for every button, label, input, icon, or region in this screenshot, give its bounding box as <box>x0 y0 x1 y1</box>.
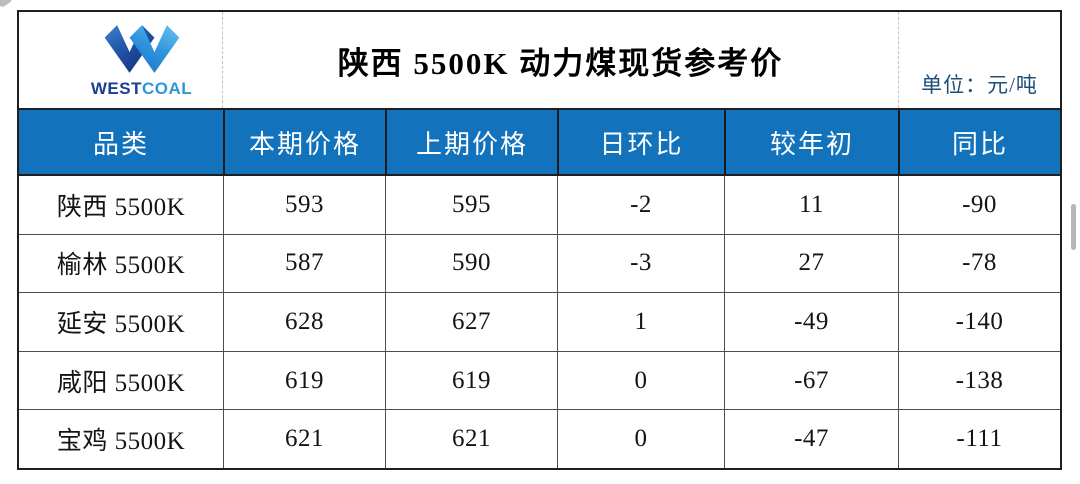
yoy-change-value: -90 <box>898 176 1060 234</box>
table-row: 陕西 5500K 593 595 -2 11 -90 <box>19 176 1060 234</box>
previous-price-value: 590 <box>385 234 557 293</box>
row-category: 陕西 5500K <box>56 193 186 221</box>
unit-label: 单位：元/吨 <box>921 73 1038 97</box>
ytd-change-value: -67 <box>724 351 898 410</box>
yoy-change-value: -78 <box>898 234 1060 293</box>
previous-price-value: 595 <box>385 176 557 234</box>
ytd-change-value: 27 <box>724 234 898 293</box>
column-header-previous-price: 上期价格 <box>385 110 557 174</box>
current-price-value: 587 <box>223 234 385 293</box>
yoy-change-value: -111 <box>898 410 1060 468</box>
scrollbar-thumb[interactable] <box>1071 204 1076 250</box>
previous-price-value: 627 <box>385 293 557 351</box>
previous-price-value: 619 <box>385 351 557 410</box>
brand-coal-text: COAL <box>141 79 193 98</box>
current-price-value: 619 <box>223 351 385 410</box>
column-header-current-price: 本期价格 <box>223 110 385 174</box>
row-category: 宝鸡 5500K <box>56 428 186 456</box>
column-header-ytd-change: 较年初 <box>724 110 898 174</box>
westcoal-logo: WESTCOAL <box>91 21 192 99</box>
brand-wordmark: WESTCOAL <box>91 79 192 99</box>
column-header-yoy-change: 同比 <box>898 110 1060 174</box>
logo-cell: WESTCOAL <box>19 12 223 108</box>
title-band: WESTCOAL 陕西 5500K 动力煤现货参考价 单位：元/吨 <box>19 12 1060 108</box>
table-row: 咸阳 5500K 619 619 0 -67 -138 <box>19 350 1060 410</box>
current-price-value: 621 <box>223 410 385 468</box>
title-cell: 陕西 5500K 动力煤现货参考价 <box>223 12 898 108</box>
dod-change-value: 0 <box>557 351 724 410</box>
dod-change-value: 1 <box>557 293 724 351</box>
table-row: 榆林 5500K 587 590 -3 27 -78 <box>19 233 1060 293</box>
table-header-row: 品类 本期价格 上期价格 日环比 较年初 同比 <box>19 108 1060 176</box>
westcoal-w-icon <box>104 25 179 73</box>
dod-change-value: -2 <box>557 176 724 234</box>
table-row: 延安 5500K 628 627 1 -49 -140 <box>19 292 1060 351</box>
row-category: 延安 5500K <box>56 310 186 338</box>
row-category: 咸阳 5500K <box>56 369 186 397</box>
column-header-dod-change: 日环比 <box>557 110 724 174</box>
current-price-value: 628 <box>223 293 385 351</box>
ui-corner-fragment <box>0 0 14 9</box>
current-price-value: 593 <box>223 176 385 234</box>
ytd-change-value: -47 <box>724 410 898 468</box>
coal-price-table: WESTCOAL 陕西 5500K 动力煤现货参考价 单位：元/吨 品类 本期价… <box>17 10 1062 470</box>
dod-change-value: -3 <box>557 234 724 293</box>
table-body: 陕西 5500K 593 595 -2 11 -90 榆林 5500K 587 … <box>19 176 1060 468</box>
brand-west-text: WEST <box>90 79 142 98</box>
yoy-change-value: -138 <box>898 351 1060 410</box>
ytd-change-value: -49 <box>724 293 898 351</box>
unit-cell: 单位：元/吨 <box>898 12 1060 108</box>
row-category: 榆林 5500K <box>56 252 186 280</box>
dod-change-value: 0 <box>557 410 724 468</box>
previous-price-value: 621 <box>385 410 557 468</box>
page-title: 陕西 5500K 动力煤现货参考价 <box>337 45 784 81</box>
table-row: 宝鸡 5500K 621 621 0 -47 -111 <box>19 409 1060 468</box>
ytd-change-value: 11 <box>724 176 898 234</box>
column-header-category: 品类 <box>92 128 149 159</box>
yoy-change-value: -140 <box>898 293 1060 351</box>
